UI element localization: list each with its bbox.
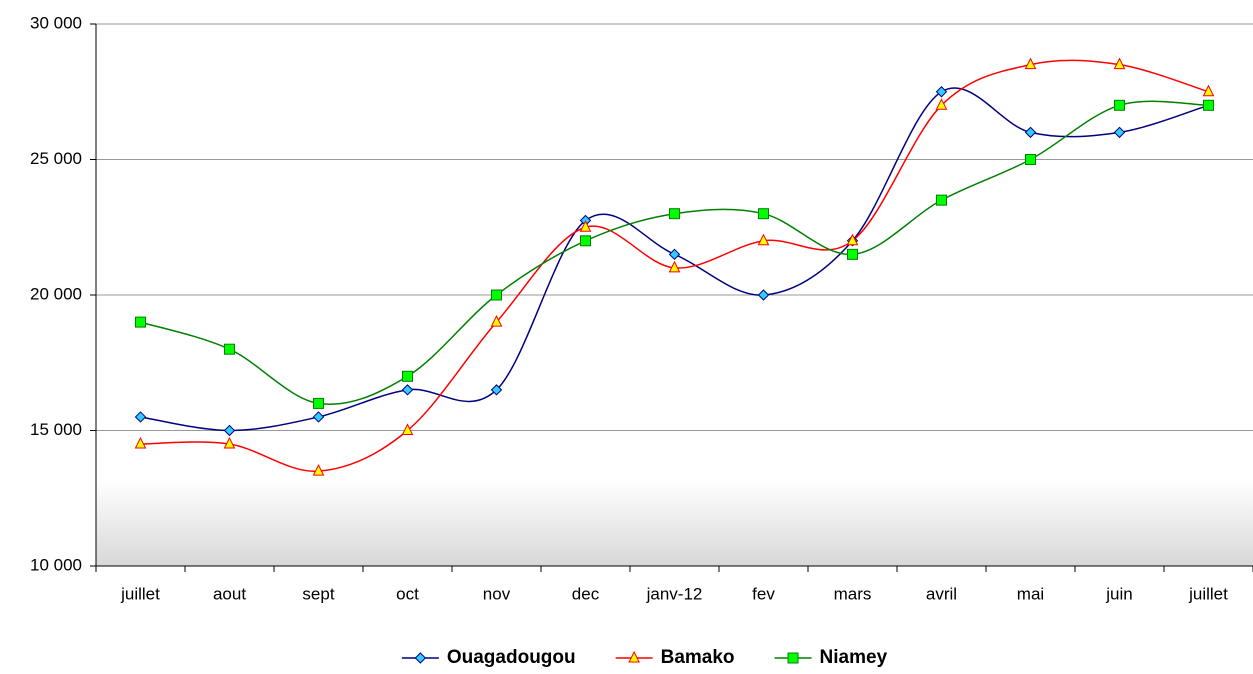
y-tick-label: 30 000 [30, 13, 82, 32]
marker [134, 436, 147, 449]
x-tick-label: juillet [1188, 584, 1228, 603]
marker [224, 343, 235, 355]
marker [1114, 99, 1125, 111]
marker [414, 652, 427, 664]
marker [223, 436, 236, 449]
legend: Ouagadougou Bamako Niamey [401, 647, 888, 668]
x-tick-label: fev [752, 584, 775, 603]
marker [787, 652, 799, 664]
y-tick-label: 15 000 [30, 420, 82, 439]
marker [628, 650, 640, 663]
marker [846, 233, 859, 246]
marker [402, 370, 413, 382]
marker [401, 384, 414, 396]
marker [1113, 126, 1126, 139]
plot-shade [96, 480, 1253, 566]
x-tick-label: oct [396, 584, 419, 603]
marker [579, 220, 592, 232]
marker [490, 314, 503, 327]
marker [580, 235, 591, 247]
x-tick-label: juillet [120, 584, 160, 603]
marker [668, 260, 681, 273]
y-tick-label: 20 000 [30, 284, 82, 303]
x-tick-label: sept [302, 584, 334, 603]
marker [1025, 154, 1036, 165]
x-tick-label: avril [926, 584, 957, 603]
marker [936, 194, 947, 206]
x-tick-label: aout [213, 584, 246, 603]
x-tick-label: mars [834, 584, 872, 603]
marker [401, 423, 414, 435]
marker [1024, 126, 1037, 139]
x-tick-label: janv-12 [646, 584, 703, 603]
marker [1203, 99, 1214, 111]
marker [758, 208, 769, 220]
y-tick-label: 25 000 [30, 149, 82, 168]
legend-label: Bamako [661, 647, 735, 668]
marker [134, 411, 147, 423]
marker [1202, 84, 1215, 97]
marker [135, 316, 146, 328]
x-tick-label: dec [572, 584, 600, 603]
marker [668, 248, 681, 261]
legend-label: Niamey [820, 647, 888, 668]
marker [1113, 57, 1126, 70]
marker [491, 289, 502, 301]
marker [313, 397, 324, 409]
marker [669, 208, 680, 220]
y-tick-label: 10 000 [30, 555, 82, 574]
marker [757, 289, 770, 301]
marker [935, 98, 948, 110]
marker [847, 248, 858, 260]
marker [490, 384, 503, 396]
marker [935, 86, 948, 98]
x-tick-label: nov [483, 584, 511, 603]
x-tick-label: mai [1017, 584, 1044, 603]
marker [312, 411, 325, 423]
marker [1024, 57, 1037, 70]
marker [312, 464, 325, 476]
marker [223, 424, 236, 437]
x-tick-label: juin [1105, 584, 1132, 603]
marker [757, 233, 770, 246]
legend-label: Ouagadougou [447, 647, 576, 668]
